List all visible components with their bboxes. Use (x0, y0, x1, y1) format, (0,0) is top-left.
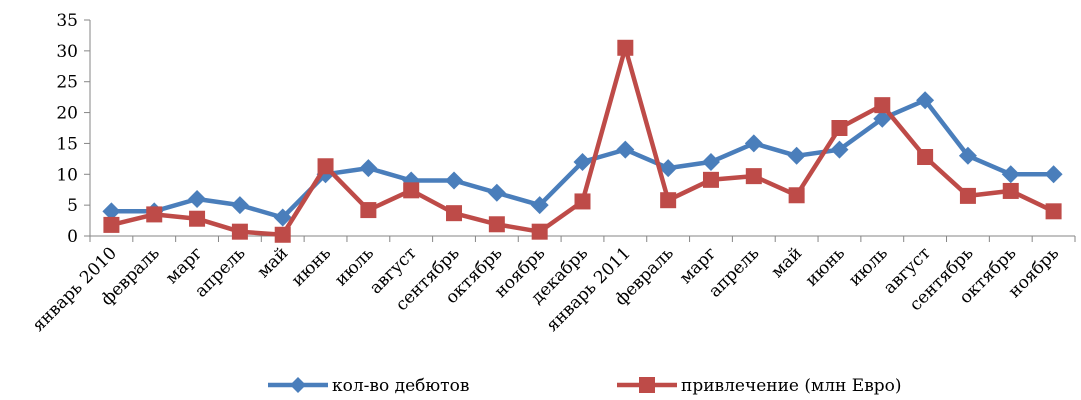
series-1-point (359, 159, 378, 178)
series-2-point (574, 193, 591, 210)
series-2-point (959, 187, 976, 204)
series-2-point (488, 216, 505, 233)
series-2-point (788, 187, 805, 204)
series-1-point (1044, 165, 1063, 184)
series-1-point (616, 140, 635, 159)
series-2-point (189, 210, 206, 227)
series-1-point (573, 152, 592, 171)
series-2-point (317, 158, 334, 175)
series-2-point (274, 226, 291, 243)
axes (89, 20, 1075, 237)
series-2-point (745, 168, 762, 185)
legend-label: привлечение (млн Евро) (681, 376, 902, 396)
x-tick-label: июнь (802, 243, 849, 290)
y-tick-label: 15 (56, 134, 78, 154)
series-2-point (702, 171, 719, 188)
series-2-point (103, 216, 120, 233)
series-1-point (873, 109, 892, 128)
series-2-point (617, 39, 634, 56)
series-2-point (146, 206, 163, 223)
series-1-point (188, 189, 207, 208)
y-tick-label: 20 (56, 104, 78, 124)
y-tick-label: 30 (56, 42, 78, 62)
legend-label: кол-во дебютов (332, 376, 469, 396)
x-tick-label: май (767, 243, 806, 282)
series-2-point (660, 192, 677, 209)
y-tick-label: 10 (56, 165, 78, 185)
y-tick-label: 5 (67, 196, 78, 216)
legend-marker (290, 377, 306, 393)
y-axis: 0 5 10 15 20 25 30 35 (56, 11, 90, 247)
x-tick-label: май (254, 243, 293, 282)
legend-item-1: кол-во дебютов (268, 376, 469, 396)
series-1-point (830, 140, 849, 159)
series-2-point (403, 182, 420, 199)
series-1-point (530, 196, 549, 215)
series-1-point (230, 196, 249, 215)
series-1-point (787, 146, 806, 165)
series-1-point (273, 208, 292, 227)
series-2-point (917, 149, 934, 166)
y-tick-label: 25 (56, 73, 78, 93)
series-2-point (531, 223, 548, 240)
legend: кол-во дебютов привлечение (млн Евро) (268, 376, 902, 396)
series-1-point (958, 146, 977, 165)
series-1-point (487, 183, 506, 202)
series-1-point (916, 91, 935, 110)
series-1-point (744, 134, 763, 153)
series-2-point (874, 97, 891, 114)
series-2-point (360, 202, 377, 219)
series-1-point (102, 202, 121, 221)
series-2-point (231, 223, 248, 240)
y-tick-label: 35 (56, 11, 78, 31)
legend-item-2: привлечение (млн Евро) (617, 376, 902, 396)
series-1-point (1001, 165, 1020, 184)
series-2-point (1045, 203, 1062, 220)
series-2-point (831, 120, 848, 136)
y-tick-label: 0 (67, 227, 78, 247)
series-1-point (659, 159, 678, 178)
series-2-point (446, 205, 463, 222)
series-1-point (445, 171, 464, 190)
series-1-point (701, 152, 720, 171)
x-tick-label: июнь (288, 243, 335, 290)
legend-marker (639, 377, 655, 393)
plot-area (102, 39, 1063, 243)
series-2-point (1002, 182, 1019, 199)
